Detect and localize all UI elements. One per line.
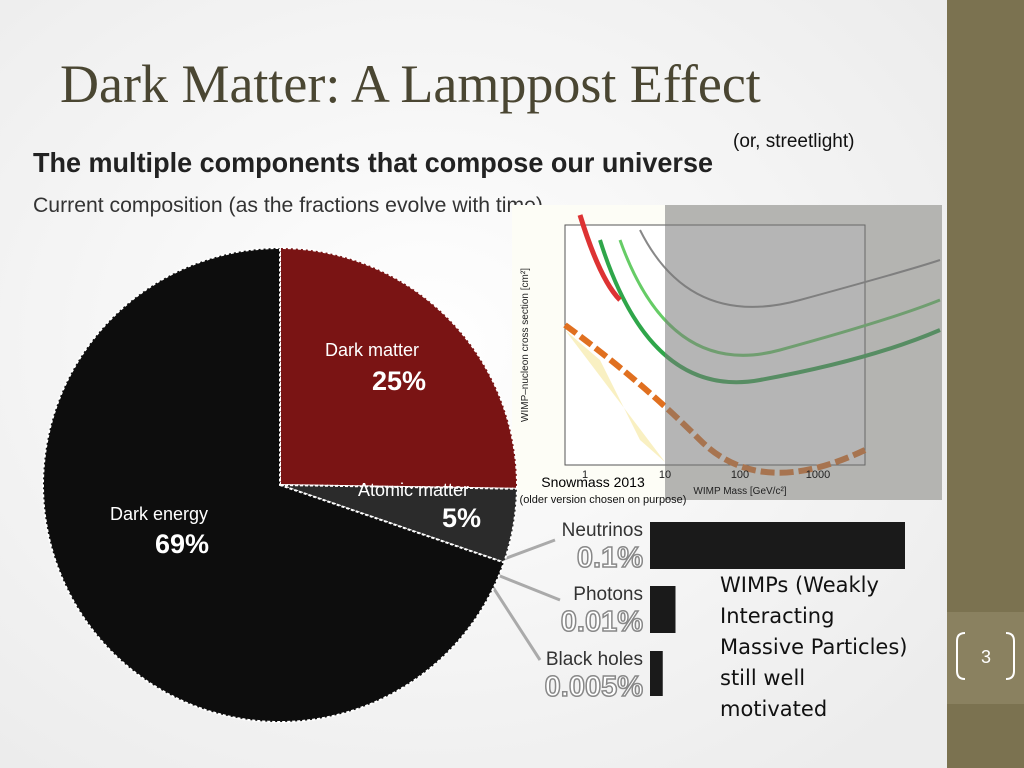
slice-value-label: 5% (442, 503, 481, 533)
pie-slice (279, 246, 518, 490)
bar (650, 522, 905, 569)
figure-x-label: WIMP Mass [GeV/c²] (693, 486, 786, 497)
slide-subtitle: (or, streetlight) (733, 131, 854, 152)
figure-x-tick: 100 (731, 469, 749, 481)
figure-curve (577, 214, 622, 302)
bar (650, 651, 663, 696)
lamppost-overlay (665, 205, 942, 500)
bar-label: Black holes (546, 649, 643, 670)
bar-value-label: 0.005% (545, 671, 644, 703)
figure-region (565, 330, 665, 462)
slice-value-label: 25% (372, 366, 426, 396)
snowmass-figure: 10 1 100 1000 WIMP Mass [GeV/c²] WIMP–nu… (512, 205, 942, 500)
figure-x-tick: 10 (659, 469, 671, 481)
figure-y-label: WIMP–nucleon cross section [cm²] (520, 268, 531, 422)
slice-label: Dark matter (325, 340, 419, 360)
bar (650, 586, 676, 633)
bar-label: Photons (573, 584, 643, 605)
bar-value-label: 0.1% (577, 542, 643, 574)
slice-label: Atomic matter (358, 480, 469, 500)
figure-x-tick: 1000 (806, 469, 830, 481)
figure-note: (older version chosen on purpose) (520, 494, 687, 506)
slide-title: Dark Matter: A Lamppost Effect (60, 54, 761, 114)
pie-title: The multiple components that compose our… (33, 147, 713, 178)
bar-label: Neutrinos (562, 520, 643, 541)
page-tab (947, 612, 1024, 704)
slice-label: Dark energy (110, 504, 208, 524)
figure-caption: Snowmass 2013 (541, 474, 645, 490)
page-bracket (956, 632, 1015, 680)
wimp-note: WIMPs (Weakly Interacting Massive Partic… (720, 573, 908, 721)
page-number: 3 (981, 647, 991, 667)
pie-subtitle: Current composition (as the fractions ev… (33, 194, 543, 217)
figure-x-tick: 1 (582, 469, 588, 481)
pie-chart: Dark matter 25% Atomic matter 5% Dark energy… (42, 246, 518, 723)
slice-value-label: 69% (155, 529, 209, 559)
bar-value-label: 0.01% (561, 606, 643, 638)
pie-slice (42, 246, 506, 723)
